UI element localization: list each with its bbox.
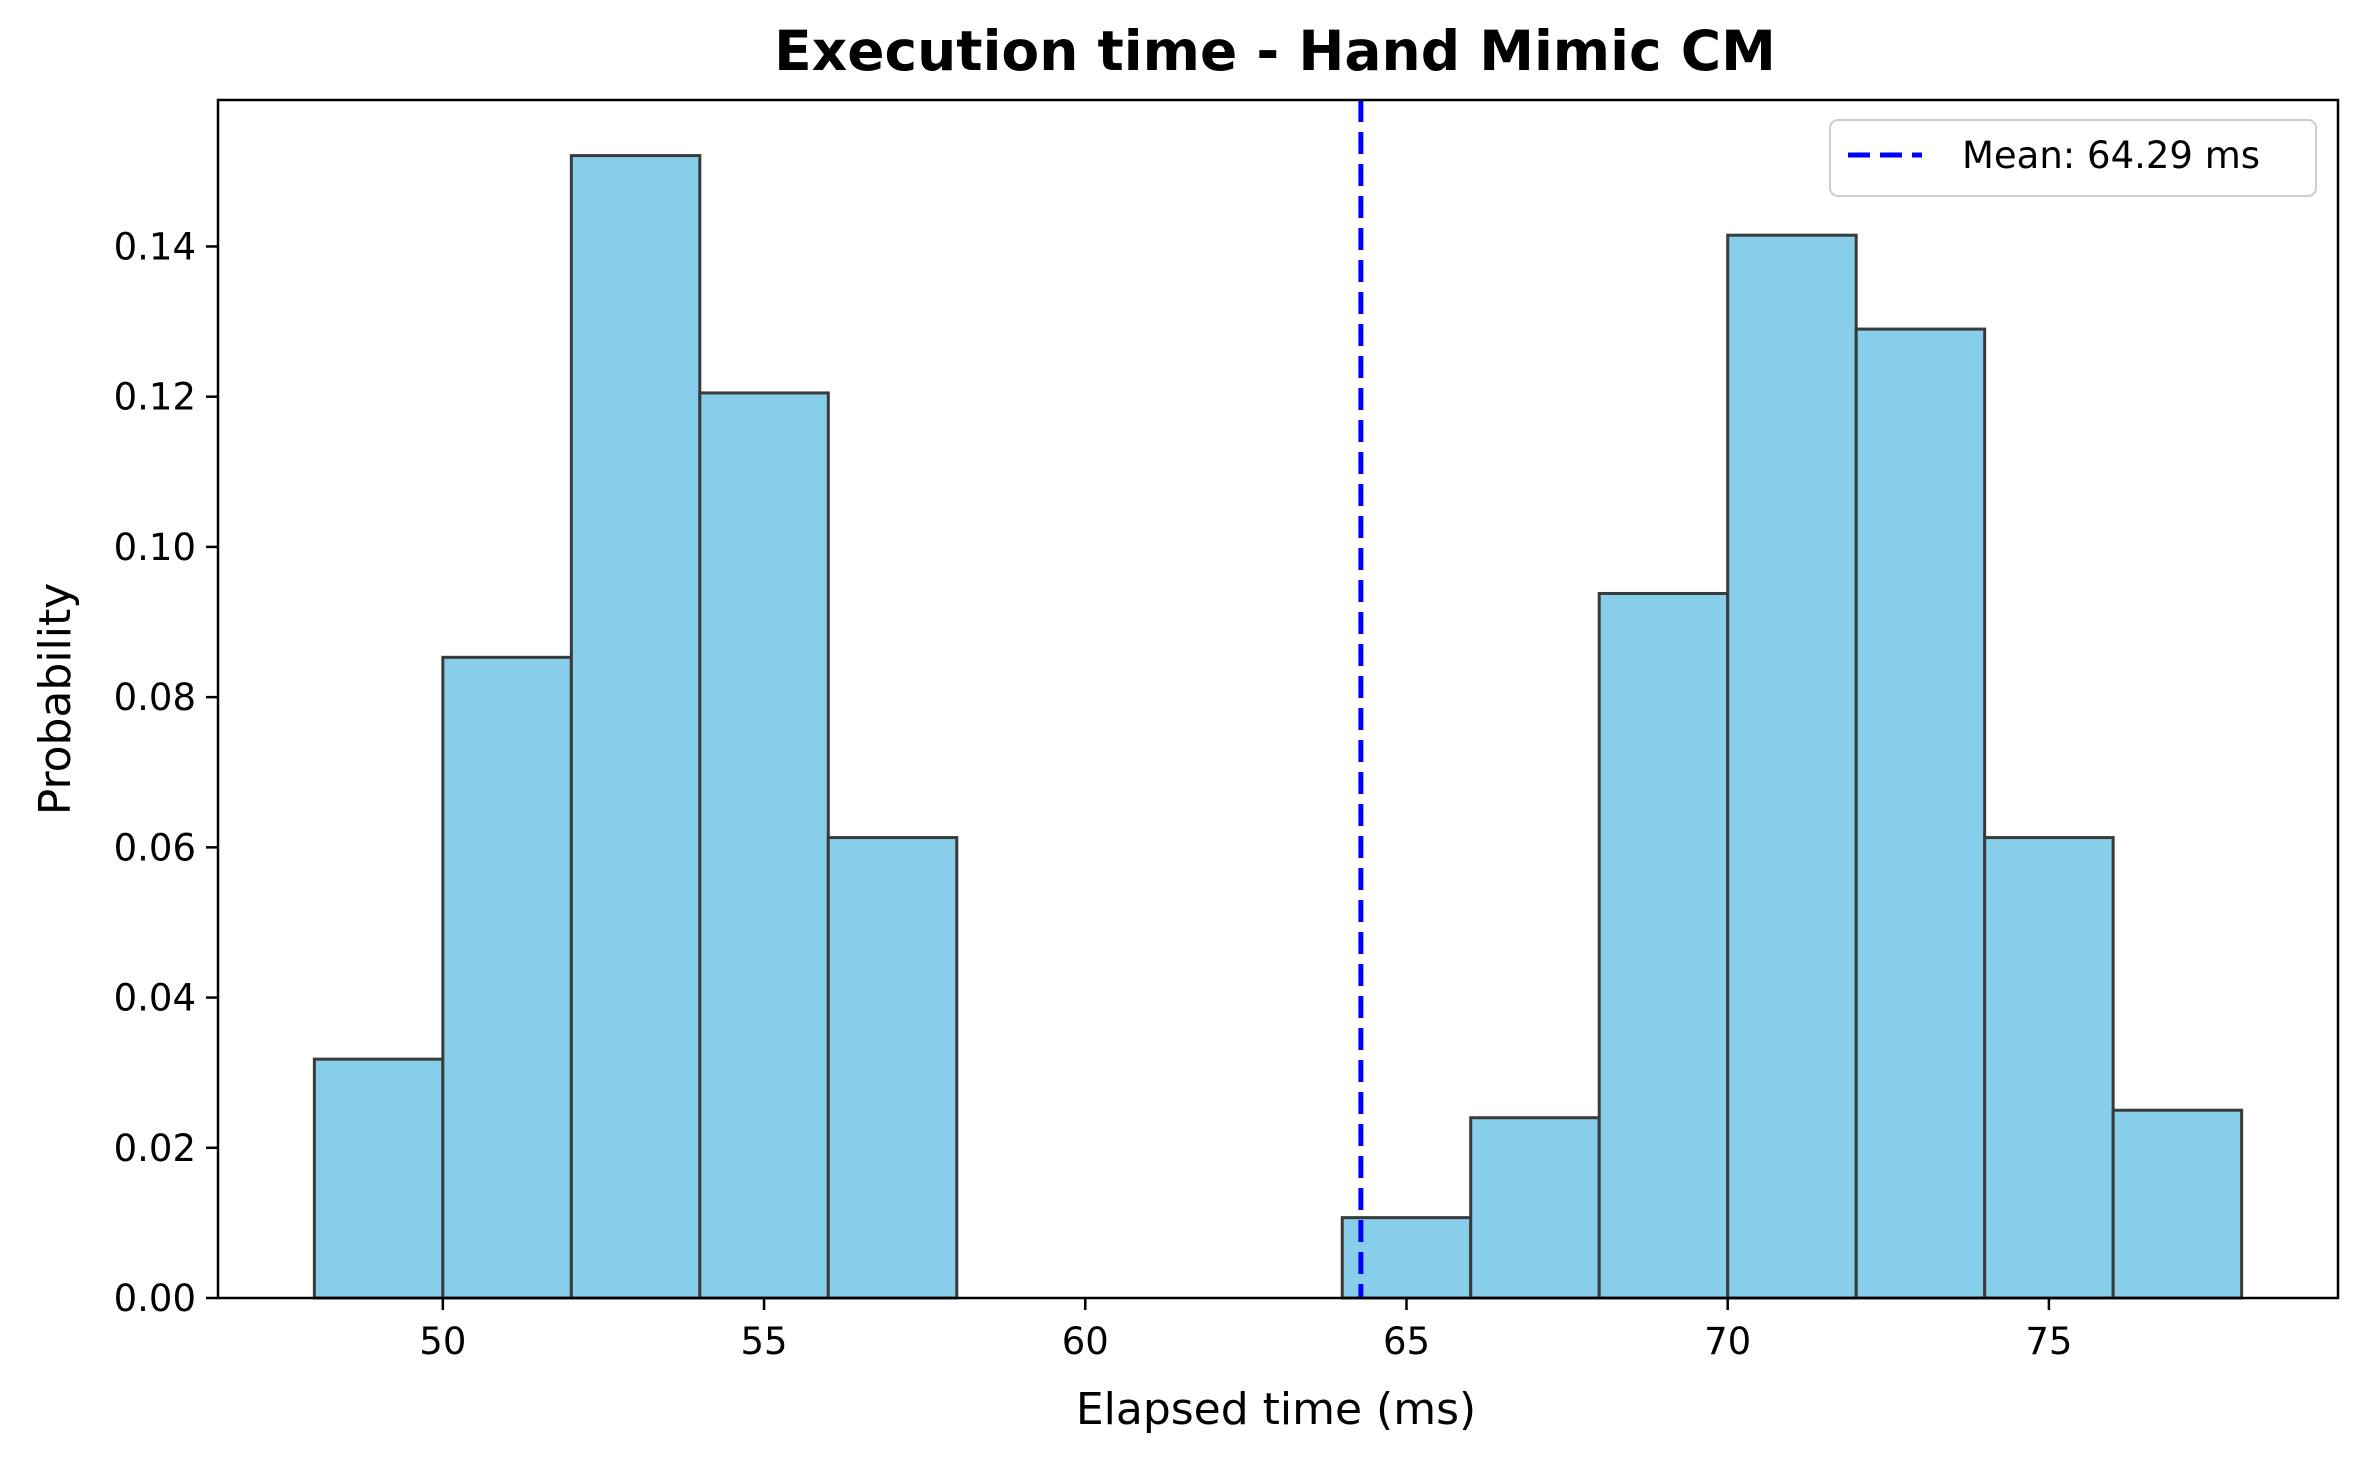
chart-title: Execution time - Hand Mimic CM: [774, 19, 1776, 83]
x-tick-label-5: 75: [2025, 1320, 2072, 1363]
legend-box: [1829, 119, 2317, 197]
x-tick-label-3: 65: [1383, 1320, 1430, 1363]
histogram-bar-9: [1469, 1116, 1601, 1300]
x-axis-label: Elapsed time (ms): [1076, 1384, 1476, 1435]
x-tick-label-0: 50: [419, 1320, 466, 1363]
x-tick-label-2: 60: [1062, 1320, 1109, 1363]
y-tick-label-7: 0.14: [114, 225, 196, 268]
x-tick-label-1: 55: [741, 1320, 788, 1363]
histogram-bar-11: [1726, 233, 1858, 1300]
y-tick-label-6: 0.12: [114, 376, 196, 419]
y-tick-label-1: 0.02: [114, 1127, 196, 1170]
y-axis-ticks: 0.00 0.02 0.04 0.06 0.08 0.10 0.12 0.14: [114, 225, 218, 1320]
histogram-bar-14: [2111, 1108, 2244, 1300]
plot-area-frame: [216, 98, 2340, 1300]
legend-mean-label: Mean: 64.29 ms: [1962, 134, 2260, 177]
histogram-bar-10: [1597, 591, 1730, 1300]
x-tick-label-4: 70: [1704, 1320, 1751, 1363]
y-tick-label-2: 0.04: [114, 977, 196, 1020]
histogram-bar-1: [441, 655, 573, 1300]
histogram-bar-2: [569, 154, 702, 1300]
bars-layer: [312, 154, 2244, 1300]
legend: Mean: 64.29 ms: [1829, 119, 2317, 197]
histogram-bar-13: [1983, 836, 2115, 1300]
y-tick-label-0: 0.00: [114, 1277, 196, 1320]
y-tick-label-3: 0.06: [114, 826, 196, 869]
y-tick-label-5: 0.10: [114, 526, 196, 569]
y-axis-label: Probability: [30, 583, 81, 816]
histogram-bar-3: [698, 391, 830, 1300]
histogram-bar-0: [312, 1057, 445, 1300]
x-axis-ticks: 50 55 60 65 70 75: [419, 1298, 2072, 1363]
histogram-bar-12: [1854, 327, 1987, 1300]
histogram-bar-4: [826, 836, 959, 1300]
y-tick-label-4: 0.08: [114, 676, 196, 719]
